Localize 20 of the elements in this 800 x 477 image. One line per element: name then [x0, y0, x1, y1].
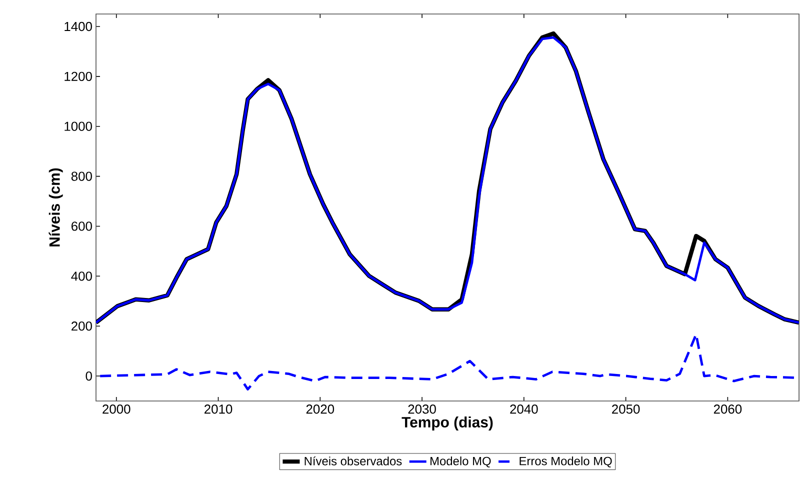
y-tick-label: 800: [71, 172, 92, 181]
y-tick-label: 200: [72, 322, 92, 331]
y-tick-label: 1200: [64, 72, 92, 81]
x-tick-label: 2010: [204, 404, 232, 414]
x-tick-label: 2060: [714, 404, 742, 414]
x-tick-label: 2020: [306, 404, 334, 414]
y-tick-label: 600: [72, 222, 92, 231]
legend-label: Erros Modelo MQ: [520, 456, 612, 468]
x-axis-title: Tempo (dias): [402, 416, 493, 430]
x-tick-label: 2030: [408, 404, 436, 414]
y-tick-label: 400: [71, 272, 92, 281]
x-tick-label: 2050: [612, 404, 640, 414]
y-tick-label: 1000: [64, 122, 92, 131]
legend-label: Modelo MQ: [430, 456, 491, 468]
x-tick-label: 2040: [510, 404, 538, 414]
y-axis-title: Níveis (cm): [48, 168, 63, 246]
legend-label: Níveis observados: [304, 456, 402, 466]
y-tick-label: 0: [86, 371, 92, 381]
y-tick-label: 1400: [64, 22, 92, 32]
x-tick-label: 2000: [102, 404, 130, 414]
